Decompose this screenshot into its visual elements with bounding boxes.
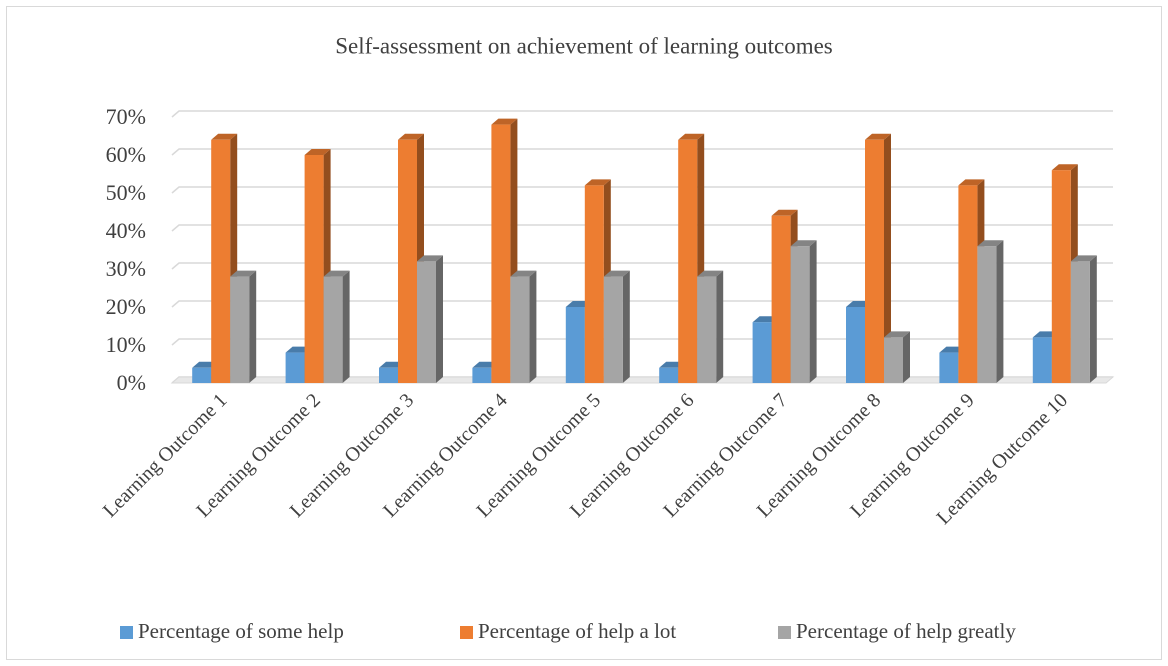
- bar: [565, 307, 585, 383]
- bar: [846, 307, 865, 383]
- bar-top: [510, 270, 537, 277]
- y-tick-label: 40%: [106, 218, 146, 243]
- legend-swatch: [778, 626, 791, 639]
- grid-line: [171, 186, 1113, 194]
- bar: [230, 276, 250, 383]
- bar: [865, 139, 884, 383]
- bar: [379, 367, 398, 383]
- grid-line: [171, 224, 1113, 232]
- bar-top: [977, 240, 1004, 247]
- bar: [192, 367, 212, 383]
- y-tick-label: 0%: [117, 370, 146, 395]
- bar: [323, 276, 343, 383]
- bar: [1051, 170, 1071, 383]
- bar-side: [1089, 255, 1097, 383]
- legend-label: Percentage of help a lot: [478, 619, 676, 643]
- bar-side: [996, 240, 1004, 383]
- bar-side: [809, 240, 817, 383]
- bar-top: [398, 133, 424, 140]
- bar: [884, 337, 903, 383]
- y-tick-label: 30%: [106, 256, 146, 281]
- bar-top: [790, 240, 817, 247]
- bar: [603, 276, 623, 383]
- y-tick-label: 60%: [106, 142, 146, 167]
- bar: [958, 185, 978, 383]
- bar: [472, 367, 492, 383]
- bar-top: [417, 255, 443, 262]
- bar: [977, 246, 997, 383]
- y-tick-label: 70%: [106, 104, 146, 129]
- bar-side: [884, 133, 891, 383]
- bar-side: [716, 270, 724, 383]
- bar: [678, 139, 698, 383]
- y-tick-label: 10%: [106, 332, 146, 357]
- bar: [659, 367, 679, 383]
- bar-top: [1051, 164, 1078, 171]
- legend-swatch: [460, 626, 473, 639]
- bar: [491, 124, 511, 383]
- bar: [304, 155, 324, 383]
- bar-top: [304, 149, 331, 155]
- bar: [752, 322, 772, 383]
- bar: [211, 139, 231, 383]
- y-tick-label: 50%: [106, 180, 146, 205]
- bar: [771, 215, 791, 383]
- bar-top: [1070, 255, 1097, 262]
- bar-top: [865, 133, 891, 140]
- y-tick-label: 20%: [106, 294, 146, 319]
- bar-side: [529, 270, 537, 383]
- bar: [285, 352, 305, 383]
- bar: [939, 352, 959, 383]
- bar: [790, 246, 810, 383]
- legend-swatch: [120, 626, 133, 639]
- bar-top: [230, 270, 257, 277]
- bar: [417, 261, 436, 383]
- grid-line: [171, 148, 1113, 156]
- bar: [697, 276, 717, 383]
- bar: [584, 185, 604, 383]
- bar-top: [584, 179, 611, 186]
- bar-top: [323, 270, 350, 277]
- bar-top: [678, 133, 705, 140]
- grid-line: [171, 110, 1113, 118]
- bar-top: [603, 270, 630, 277]
- chart-title: Self-assessment on achievement of learni…: [335, 33, 833, 58]
- bar-side: [622, 270, 630, 383]
- bar: [1070, 261, 1090, 383]
- bar-top: [958, 179, 985, 186]
- bar-top: [884, 331, 910, 338]
- bar-side: [436, 255, 443, 383]
- bar-side: [903, 331, 910, 383]
- bar-top: [697, 270, 724, 277]
- legend-label: Percentage of some help: [138, 619, 344, 643]
- bar: [510, 276, 530, 383]
- legend-label: Percentage of help greatly: [796, 619, 1016, 643]
- bar-top: [491, 118, 518, 125]
- bar-top: [211, 133, 238, 140]
- bar: [398, 139, 417, 383]
- bar: [1032, 337, 1052, 383]
- bar-side: [342, 270, 350, 383]
- bar-side: [249, 270, 257, 383]
- bar-top: [771, 209, 798, 216]
